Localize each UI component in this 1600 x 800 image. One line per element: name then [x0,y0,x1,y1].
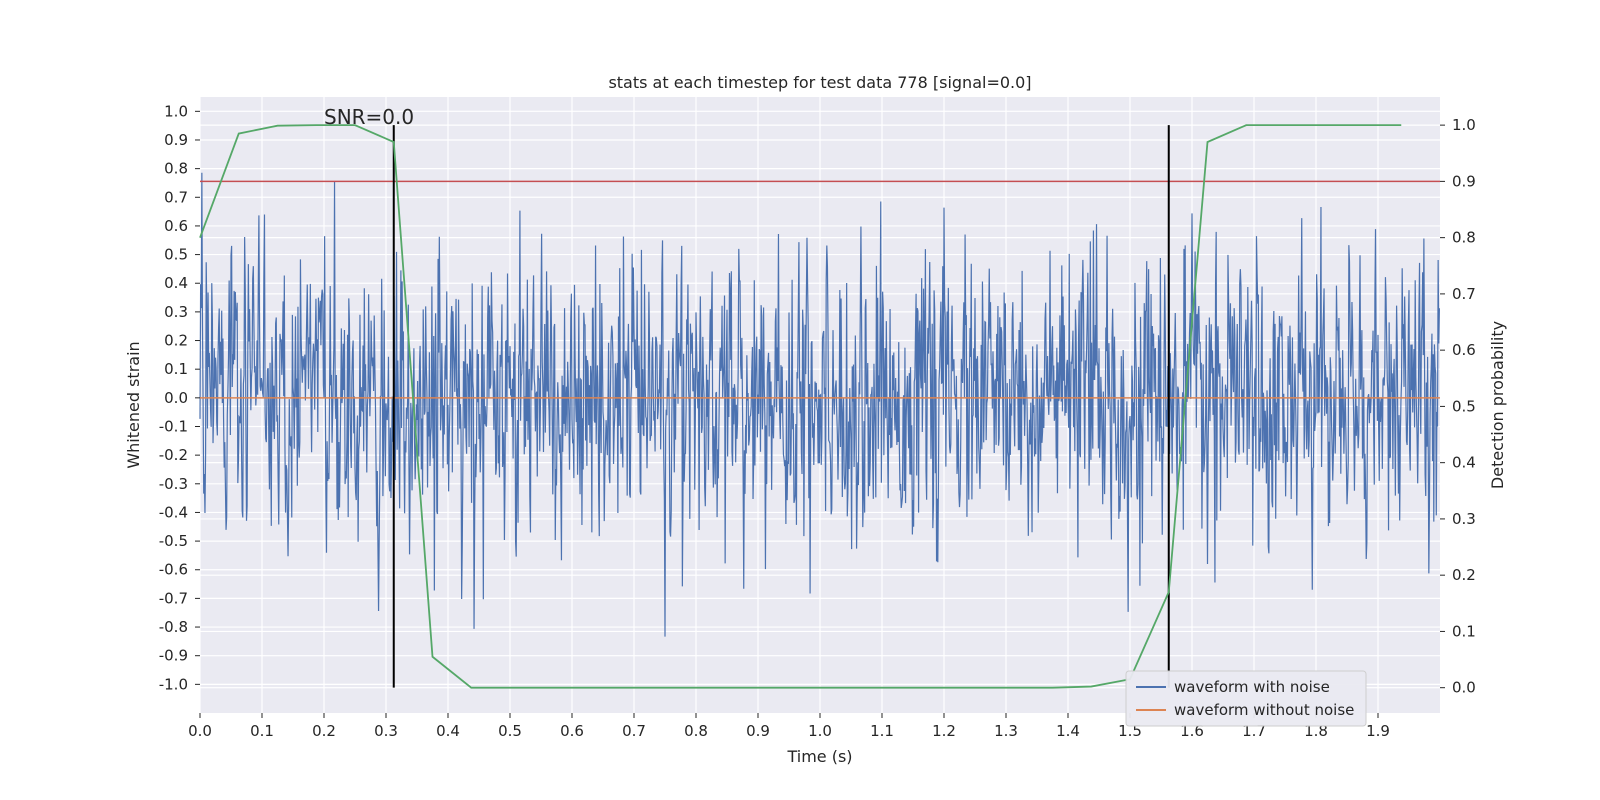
y2-tick-label: 0.6 [1452,341,1476,359]
y-tick-label: 0.5 [164,246,188,264]
y-tick-label: -0.1 [159,417,188,435]
y2-tick-label: 1.0 [1452,116,1476,134]
y2-tick-label: 0.2 [1452,566,1476,584]
legend-box [1125,670,1367,727]
x-tick-label: 0.1 [250,722,274,740]
y-tick-label: 0.7 [164,188,188,206]
x-tick-label: 1.3 [994,722,1018,740]
y-tick-label: -0.6 [159,561,188,579]
chart-title: stats at each timestep for test data 778… [608,73,1031,92]
y-tick-label: 0.0 [164,389,188,407]
y-tick-label: -0.8 [159,618,188,636]
x-tick-label: 1.4 [1056,722,1080,740]
y-tick-label: 0.2 [164,332,188,350]
legend: waveform with noise waveform without nois… [1125,670,1367,727]
x-tick-label: 1.9 [1366,722,1390,740]
x-tick-label: 0.5 [498,722,522,740]
x-tick-label: 0.2 [312,722,336,740]
y-tick-label: 0.1 [164,360,188,378]
y2-tick-label: 0.1 [1452,622,1476,640]
y-tick-label: -1.0 [159,675,188,693]
series-layer [199,124,1440,689]
snr-annotation: SNR=0.0 [324,105,414,129]
y-tick-label: -0.7 [159,589,188,607]
legend-label: waveform without noise [1174,701,1354,719]
x-tick-label: 0.7 [622,722,646,740]
y2-tick-label: 0.9 [1452,172,1476,190]
legend-label: waveform with noise [1174,678,1330,696]
y2-tick-label: 0.3 [1452,510,1476,528]
y-tick-label: 0.3 [164,303,188,321]
x-tick-label: 1.0 [808,722,832,740]
x-tick-label: 0.8 [684,722,708,740]
y2-axis-label: Detection probability [1488,321,1507,489]
x-tick-label: 0.0 [188,722,212,740]
x-tick-label: 0.4 [436,722,460,740]
y-axis-label: Whitened strain [124,341,143,468]
y2-tick-label: 0.7 [1452,285,1476,303]
detection-probability-line [199,124,1402,689]
y-tick-label: 0.4 [164,274,188,292]
y2-tick-label: 0.5 [1452,397,1476,415]
y-tick-label: -0.2 [159,446,188,464]
y-tick-label: 0.8 [164,160,188,178]
axes: 0.0 0.1 0.2 0.3 0.4 0.5 0.6 0.7 0.8 0.9 1.0 1.1 1.2 1… [159,102,1476,740]
y2-tick-label: 0.0 [1452,679,1476,697]
y-tick-label: -0.5 [159,532,188,550]
y-tick-label: -0.4 [159,503,188,521]
x-tick-label: 0.6 [560,722,584,740]
y-tick-label: -0.9 [159,647,188,665]
y2-tick-label: 0.8 [1452,229,1476,247]
x-tick-label: 1.1 [870,722,894,740]
x-tick-label: 0.3 [374,722,398,740]
y2-tick-label: 0.4 [1452,454,1476,472]
y-tick-label: 0.9 [164,131,188,149]
y-tick-label: 0.6 [164,217,188,235]
x-tick-label: 1.2 [932,722,956,740]
x-tick-label: 0.9 [746,722,770,740]
x-axis-label: Time (s) [786,747,852,766]
y-tick-label: 1.0 [164,102,188,120]
y-tick-label: -0.3 [159,475,188,493]
noisy-waveform-line [199,172,1440,637]
